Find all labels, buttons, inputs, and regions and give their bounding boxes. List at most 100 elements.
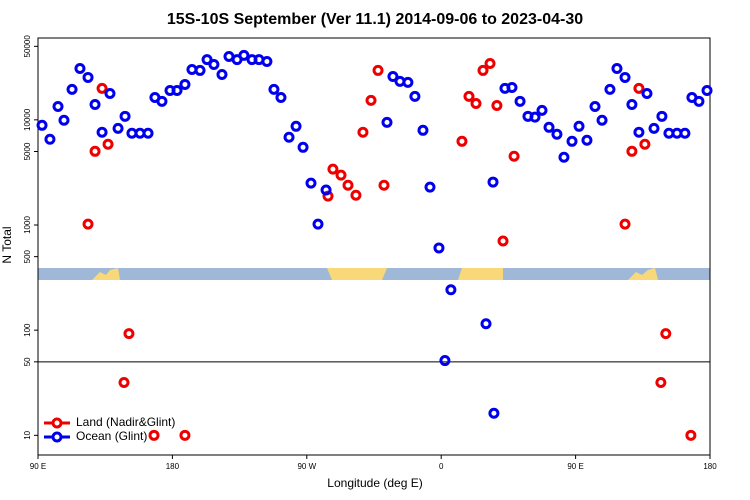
point — [566, 135, 578, 147]
point — [463, 90, 475, 102]
point — [387, 71, 399, 83]
point — [372, 64, 384, 76]
point — [626, 145, 638, 157]
point — [480, 318, 492, 330]
legend-label: Land (Nadir&Glint) — [76, 415, 175, 429]
point — [327, 163, 339, 175]
point — [660, 328, 672, 340]
point — [409, 90, 421, 102]
x-tick-label: 90 E — [30, 462, 46, 471]
point — [238, 49, 250, 61]
point — [58, 114, 70, 126]
x-tick-label: 180 — [703, 462, 717, 471]
y-tick-label: 500 — [23, 249, 32, 263]
point — [201, 54, 213, 66]
point — [208, 58, 220, 70]
point — [216, 68, 228, 80]
x-tick-label: 90 E — [567, 462, 583, 471]
y-tick-label: 50 — [23, 357, 32, 366]
land-patch — [92, 268, 120, 280]
point — [484, 58, 496, 70]
point — [74, 62, 86, 74]
plot-frame — [37, 37, 711, 456]
land-ocean-strip — [38, 268, 710, 280]
point — [685, 429, 697, 441]
point — [639, 138, 651, 150]
point — [655, 376, 667, 388]
point — [365, 94, 377, 106]
point — [648, 122, 660, 134]
point — [357, 126, 369, 138]
y-tick-label: 50000 — [23, 35, 32, 58]
point — [641, 87, 653, 99]
point — [312, 218, 324, 230]
point — [439, 355, 451, 367]
x-axis-label: Longitude (deg E) — [327, 476, 422, 490]
y-tick-label: 1000 — [23, 216, 32, 234]
point — [194, 64, 206, 76]
point — [417, 124, 429, 136]
point — [96, 82, 108, 94]
point — [350, 189, 362, 201]
y-tick-label: 5000 — [23, 142, 32, 160]
point — [52, 100, 64, 112]
point — [102, 138, 114, 150]
point — [488, 407, 500, 419]
point — [573, 120, 585, 132]
point — [656, 110, 668, 122]
point — [679, 127, 691, 139]
point — [551, 128, 563, 140]
land-patch — [628, 268, 658, 280]
point — [148, 429, 160, 441]
point — [581, 134, 593, 146]
point — [142, 127, 154, 139]
point — [497, 235, 509, 247]
point — [89, 145, 101, 157]
y-axis-label: N Total — [0, 226, 14, 263]
point — [487, 176, 499, 188]
point — [470, 97, 482, 109]
point — [89, 98, 101, 110]
chart-title: 15S-10S September (Ver 11.1) 2014-09-06 … — [167, 11, 583, 28]
x-tick-label: 0 — [439, 462, 444, 471]
point — [589, 100, 601, 112]
land-patch — [327, 268, 387, 280]
point — [36, 119, 48, 131]
point — [543, 121, 555, 133]
point — [693, 95, 705, 107]
point — [445, 284, 457, 296]
point — [297, 141, 309, 153]
point — [268, 83, 280, 95]
point — [112, 122, 124, 134]
point — [619, 71, 631, 83]
point — [456, 135, 468, 147]
point — [402, 76, 414, 88]
point — [179, 429, 191, 441]
point — [156, 95, 168, 107]
y-tick-label: 100 — [23, 323, 32, 337]
x-tick-label: 90 W — [297, 462, 316, 471]
y-tick-label: 10000 — [23, 108, 32, 131]
point — [342, 179, 354, 191]
point — [290, 120, 302, 132]
point — [477, 64, 489, 76]
point — [529, 111, 541, 123]
point — [514, 95, 526, 107]
point — [506, 81, 518, 93]
legend-marker — [51, 417, 63, 429]
point — [596, 114, 608, 126]
point — [261, 55, 273, 67]
point — [82, 218, 94, 230]
point — [558, 151, 570, 163]
point — [119, 110, 131, 122]
point — [104, 87, 116, 99]
point — [305, 177, 317, 189]
point — [536, 104, 548, 116]
point — [619, 218, 631, 230]
point — [508, 150, 520, 162]
x-tick-label: 180 — [166, 462, 180, 471]
point — [82, 71, 94, 83]
point — [701, 85, 713, 97]
land-patch — [458, 268, 503, 280]
